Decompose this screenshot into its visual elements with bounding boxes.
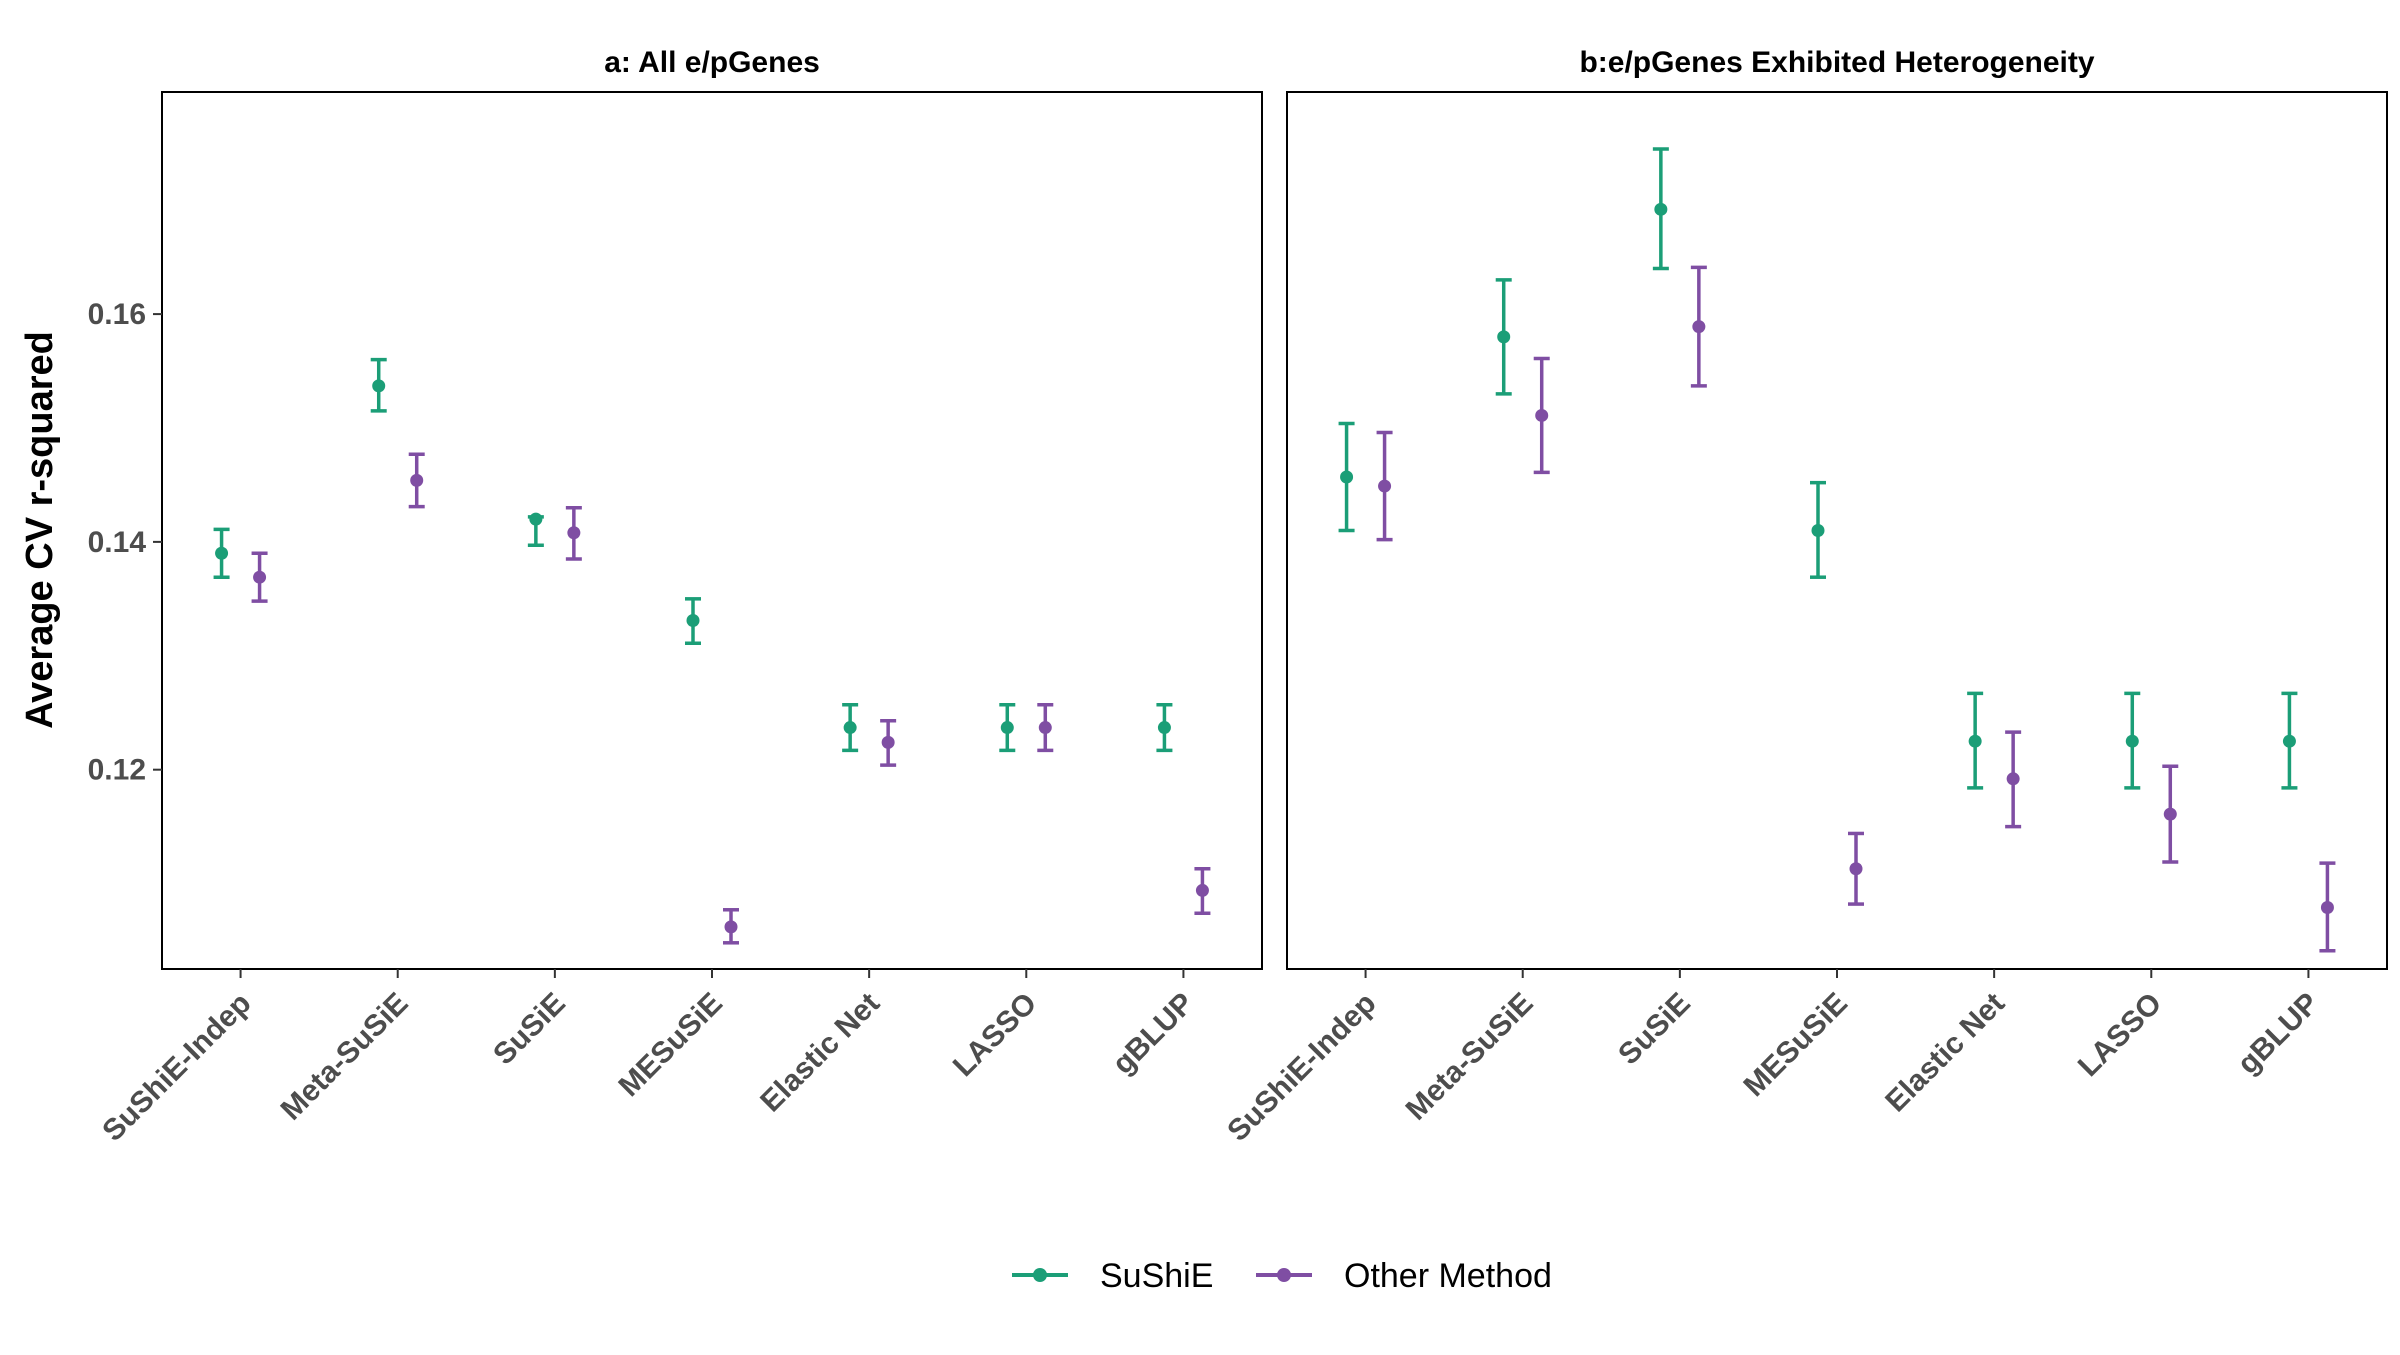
data-point: [1157, 721, 1171, 735]
panel-title: b:e/pGenes Exhibited Heterogeneity: [1579, 46, 2094, 79]
legend-item-sushie: SuShiE: [1012, 1257, 1213, 1295]
x-tick-label: SuShiE-Indep: [1221, 987, 1382, 1148]
data-point: [1811, 524, 1825, 537]
data-point: [1968, 734, 1982, 748]
legend-key-dot: [1033, 1268, 1047, 1282]
data-point: [1849, 862, 1863, 876]
y-tick-label: 0.16: [88, 298, 146, 331]
data-point: [253, 570, 267, 584]
data-point: [1654, 202, 1668, 216]
data-point: [567, 526, 581, 540]
data-point: [1378, 479, 1392, 493]
x-tick-label: Meta-SuSiE: [275, 987, 415, 1127]
x-tick-label: Meta-SuSiE: [1400, 987, 1540, 1127]
x-tick-label: gBLUP: [2231, 987, 2325, 1081]
series-other: [1376, 265, 2336, 953]
data-point: [2320, 900, 2334, 914]
data-point: [2163, 807, 2177, 821]
data-point: [686, 613, 700, 627]
y-tick-label: 0.12: [88, 754, 146, 787]
series-sushie: [1338, 147, 2298, 790]
x-tick-label: SuSiE: [487, 987, 572, 1072]
data-point: [843, 721, 857, 735]
y-tick-label: 0.14: [88, 526, 147, 559]
x-tick-label: MESuSiE: [1737, 987, 1853, 1103]
x-tick-label: SuSiE: [1612, 987, 1697, 1072]
x-tick-label: MESuSiE: [612, 987, 728, 1103]
x-tick-label: LASSO: [2072, 987, 2168, 1083]
legend-item-other: Other Method: [1256, 1257, 1552, 1295]
panel-b: b:e/pGenes Exhibited Heterogeneity SuShiE…: [1221, 46, 2388, 1148]
legend-label: Other Method: [1344, 1257, 1552, 1295]
panel-border: [1286, 91, 2388, 970]
data-point: [2125, 734, 2139, 748]
y-axis-title-group: Average CV r-squared: [19, 331, 61, 729]
x-tick-label: Elastic Net: [1879, 987, 2011, 1119]
x-tick-label: gBLUP: [1106, 987, 1200, 1081]
series-sushie: [213, 357, 1173, 753]
data-point: [724, 920, 738, 934]
panel-border: [161, 91, 1263, 970]
x-tick-label: SuShiE-Indep: [96, 987, 257, 1148]
x-tick-label: Elastic Net: [754, 987, 886, 1119]
data-point: [529, 512, 543, 526]
legend: SuShiE Other Method: [1012, 1257, 1552, 1295]
data-point: [2282, 734, 2296, 748]
series-other: [251, 452, 1211, 945]
data-point: [410, 473, 424, 487]
x-tick-label: LASSO: [947, 987, 1043, 1083]
legend-key-dot: [1277, 1268, 1291, 1282]
data-point: [215, 546, 229, 560]
data-point: [372, 379, 386, 393]
data-point: [1692, 320, 1706, 334]
legend-label: SuShiE: [1100, 1257, 1213, 1295]
data-point: [1038, 721, 1052, 735]
data-point: [1497, 330, 1511, 344]
data-point: [1340, 470, 1354, 484]
data-point: [1195, 883, 1209, 897]
y-axis-title: Average CV r-squared: [19, 331, 61, 729]
data-point: [881, 735, 895, 749]
panel-title: a: All e/pGenes: [604, 46, 820, 79]
data-point: [1535, 408, 1549, 422]
data-point: [1000, 721, 1014, 735]
data-point: [2006, 772, 2020, 786]
